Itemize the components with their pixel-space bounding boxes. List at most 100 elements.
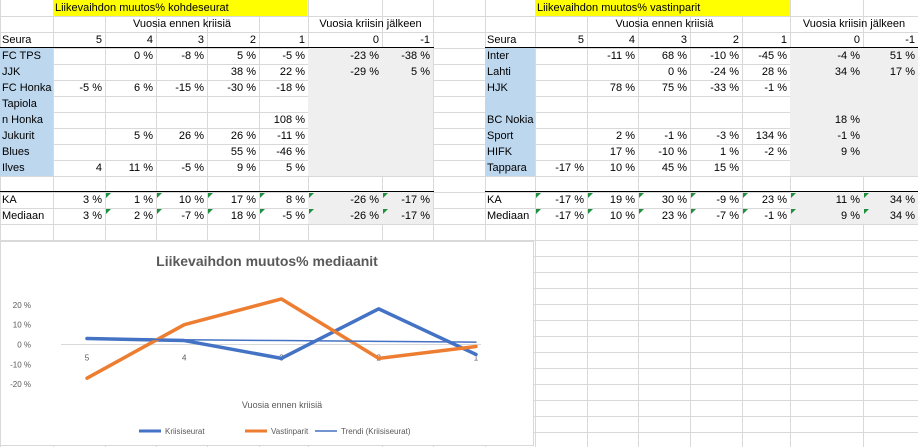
column-header-club[interactable]: Seura (0, 32, 53, 48)
value-cell[interactable]: 34 % (790, 64, 863, 80)
column-header-year[interactable]: 2 (690, 32, 742, 48)
column-header-year[interactable]: -1 (863, 32, 918, 48)
club-name-cell[interactable]: Sport (485, 128, 535, 144)
average-label[interactable]: KA (0, 192, 53, 208)
average-cell[interactable]: -17 % (535, 192, 587, 208)
column-header-year[interactable]: 0 (308, 32, 382, 48)
value-cell[interactable] (587, 64, 638, 80)
value-cell[interactable]: 108 % (259, 112, 308, 128)
value-cell[interactable]: 5 % (105, 128, 156, 144)
value-cell[interactable]: -4 % (790, 48, 863, 64)
value-cell[interactable] (742, 96, 790, 112)
value-cell[interactable] (690, 112, 742, 128)
average-cell[interactable]: 10 % (156, 192, 207, 208)
median-cell[interactable]: -1 % (742, 208, 790, 224)
value-cell[interactable]: 78 % (587, 80, 638, 96)
value-cell[interactable]: 51 % (863, 48, 918, 64)
value-cell[interactable] (156, 96, 207, 112)
value-cell[interactable]: 26 % (207, 128, 259, 144)
club-name-cell[interactable]: Tapiola (0, 96, 53, 112)
value-cell[interactable]: 38 % (207, 64, 259, 80)
average-cell[interactable]: -17 % (382, 192, 433, 208)
value-cell[interactable]: -23 % (308, 48, 382, 64)
average-cell[interactable]: 8 % (259, 192, 308, 208)
column-header-year[interactable]: 4 (587, 32, 638, 48)
value-cell[interactable] (105, 144, 156, 160)
value-cell[interactable]: 9 % (207, 160, 259, 176)
value-cell[interactable]: -18 % (259, 80, 308, 96)
value-cell[interactable] (53, 96, 105, 112)
value-cell[interactable] (308, 160, 382, 176)
club-name-cell[interactable]: Ilves (0, 160, 53, 176)
value-cell[interactable] (382, 96, 433, 112)
value-cell[interactable]: -2 % (742, 144, 790, 160)
value-cell[interactable]: 11 % (105, 160, 156, 176)
value-cell[interactable] (535, 64, 587, 80)
value-cell[interactable]: 0 % (105, 48, 156, 64)
value-cell[interactable]: 4 (53, 160, 105, 176)
value-cell[interactable]: -11 % (587, 48, 638, 64)
value-cell[interactable]: 9 % (790, 144, 863, 160)
value-cell[interactable] (308, 128, 382, 144)
value-cell[interactable] (156, 144, 207, 160)
value-cell[interactable]: -29 % (308, 64, 382, 80)
average-cell[interactable]: 30 % (638, 192, 690, 208)
median-label[interactable]: Mediaan (485, 208, 535, 224)
value-cell[interactable] (638, 96, 690, 112)
club-name-cell[interactable]: JJK (0, 64, 53, 80)
value-cell[interactable] (53, 112, 105, 128)
value-cell[interactable] (863, 160, 918, 176)
value-cell[interactable] (53, 64, 105, 80)
value-cell[interactable] (207, 96, 259, 112)
value-cell[interactable]: -17 % (535, 160, 587, 176)
value-cell[interactable] (742, 112, 790, 128)
value-cell[interactable]: 5 % (207, 48, 259, 64)
value-cell[interactable]: 22 % (259, 64, 308, 80)
value-cell[interactable] (863, 80, 918, 96)
median-cell[interactable]: 23 % (638, 208, 690, 224)
column-header-year[interactable]: 1 (259, 32, 308, 48)
value-cell[interactable]: -45 % (742, 48, 790, 64)
average-cell[interactable]: 19 % (587, 192, 638, 208)
value-cell[interactable] (587, 96, 638, 112)
average-cell[interactable]: 23 % (742, 192, 790, 208)
club-name-cell[interactable]: Tappara (485, 160, 535, 176)
median-change-chart[interactable]: Liikevaihdon muutos% mediaanit 20 %10 %0… (0, 241, 534, 446)
value-cell[interactable]: 75 % (638, 80, 690, 96)
value-cell[interactable] (863, 96, 918, 112)
value-cell[interactable]: -24 % (690, 64, 742, 80)
club-name-cell[interactable]: HIFK (485, 144, 535, 160)
value-cell[interactable]: -38 % (382, 48, 433, 64)
value-cell[interactable] (742, 160, 790, 176)
median-cell[interactable]: 9 % (790, 208, 863, 224)
value-cell[interactable]: 55 % (207, 144, 259, 160)
value-cell[interactable]: -10 % (690, 48, 742, 64)
column-header-year[interactable]: 4 (105, 32, 156, 48)
column-header-year[interactable]: 3 (156, 32, 207, 48)
value-cell[interactable] (863, 128, 918, 144)
median-cell[interactable]: 3 % (53, 208, 105, 224)
value-cell[interactable]: -15 % (156, 80, 207, 96)
median-cell[interactable]: -7 % (690, 208, 742, 224)
value-cell[interactable]: 134 % (742, 128, 790, 144)
value-cell[interactable]: -1 % (790, 128, 863, 144)
value-cell[interactable]: 2 % (587, 128, 638, 144)
club-name-cell[interactable]: HJK (485, 80, 535, 96)
club-name-cell[interactable]: n Honka (0, 112, 53, 128)
value-cell[interactable]: 6 % (105, 80, 156, 96)
value-cell[interactable]: 0 % (638, 64, 690, 80)
average-cell[interactable]: 1 % (105, 192, 156, 208)
value-cell[interactable]: 10 % (587, 160, 638, 176)
value-cell[interactable] (863, 112, 918, 128)
value-cell[interactable] (382, 144, 433, 160)
column-header-year[interactable]: 0 (790, 32, 863, 48)
value-cell[interactable] (156, 64, 207, 80)
value-cell[interactable]: -5 % (259, 48, 308, 64)
value-cell[interactable] (53, 128, 105, 144)
value-cell[interactable]: 17 % (587, 144, 638, 160)
value-cell[interactable] (105, 96, 156, 112)
value-cell[interactable] (308, 112, 382, 128)
median-label[interactable]: Mediaan (0, 208, 53, 224)
value-cell[interactable] (790, 160, 863, 176)
value-cell[interactable] (863, 144, 918, 160)
